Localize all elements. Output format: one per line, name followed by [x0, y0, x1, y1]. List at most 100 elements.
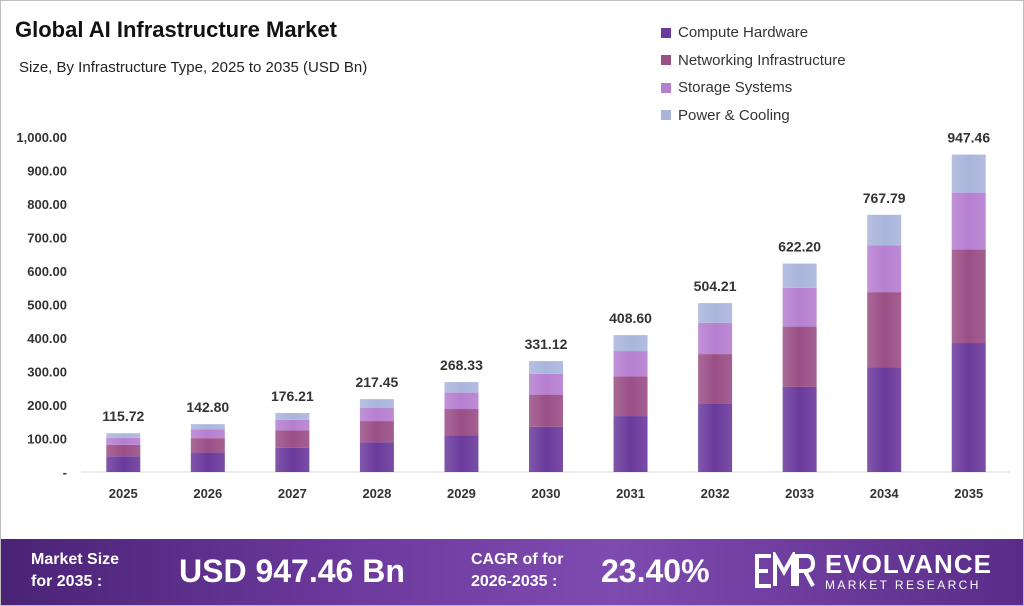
bar-segment-storage-systems-2025: [106, 437, 141, 445]
bar-segment-power-cooling-2025: [106, 433, 141, 438]
bar-segment-networking-infrastructure-2026: [190, 438, 225, 453]
bar-segment-storage-systems-2033: [782, 287, 817, 327]
bar-segment-power-cooling-2030: [529, 361, 563, 374]
bar-total-label: 504.21: [694, 278, 737, 294]
bar-total-label: 217.45: [355, 374, 398, 390]
bar-segment-networking-infrastructure-2029: [444, 409, 479, 436]
bar-segment-power-cooling-2027: [275, 412, 310, 420]
x-tick-label: 2034: [870, 486, 900, 501]
bar-segment-power-cooling-2031: [613, 335, 648, 352]
bar-total-label: 767.79: [863, 190, 906, 206]
bar-total-label: 176.21: [271, 388, 314, 404]
legend-swatch-networking: [661, 55, 671, 66]
y-tick-label: 700.00: [27, 231, 67, 246]
bar-segment-storage-systems-2034: [867, 245, 902, 293]
bar-segment-compute-hardware-2030: [529, 426, 563, 472]
legend-swatch-storage: [661, 82, 671, 93]
legend-swatch-power: [661, 110, 671, 121]
y-tick-label: 300.00: [27, 365, 67, 380]
market-size-label-line2: for 2035 :: [31, 573, 103, 590]
emr-logo-icon: [755, 552, 815, 588]
bar-segment-networking-infrastructure-2035: [951, 249, 986, 344]
bar-segment-power-cooling-2026: [190, 424, 225, 430]
bar-segment-compute-hardware-2032: [698, 403, 733, 472]
chart-subtitle: Size, By Infrastructure Type, 2025 to 20…: [19, 59, 368, 76]
bar-segment-compute-hardware-2034: [867, 367, 902, 472]
y-tick-label: 800.00: [27, 197, 67, 212]
y-tick-label: 400.00: [27, 331, 67, 346]
summary-footer: Market Size for 2035 : USD 947.46 Bn CAG…: [1, 539, 1023, 605]
bar-segment-storage-systems-2028: [359, 407, 394, 422]
bar-total-label: 268.33: [440, 357, 483, 373]
y-tick-label: 600.00: [27, 264, 67, 279]
bar-segment-compute-hardware-2035: [951, 343, 986, 472]
bar-segment-storage-systems-2026: [190, 429, 225, 439]
bar-segment-storage-systems-2029: [444, 392, 479, 410]
y-tick-label: 200.00: [27, 398, 67, 413]
bar-segment-networking-infrastructure-2033: [782, 326, 817, 387]
bar-segment-storage-systems-2027: [275, 419, 310, 431]
x-tick-label: 2030: [532, 486, 561, 501]
x-tick-label: 2026: [193, 486, 222, 501]
bar-total-label: 408.60: [609, 310, 652, 326]
bar-segment-storage-systems-2035: [951, 192, 986, 250]
bar-segment-networking-infrastructure-2028: [359, 421, 394, 443]
legend-item-networking: Networking Infrastructure: [661, 47, 846, 75]
bar-segment-power-cooling-2033: [782, 263, 817, 288]
bar-segment-compute-hardware-2027: [275, 447, 310, 472]
bar-segment-networking-infrastructure-2025: [106, 444, 141, 457]
x-tick-label: 2033: [785, 486, 814, 501]
market-size-label-line1: Market Size: [31, 551, 120, 568]
bar-segment-compute-hardware-2029: [444, 435, 479, 472]
bar-segment-compute-hardware-2026: [190, 452, 225, 472]
legend-label-storage: Storage Systems: [678, 79, 793, 97]
x-tick-label: 2029: [447, 486, 476, 501]
cagr-label-line1: CAGR of for: [471, 551, 564, 568]
x-tick-label: 2027: [278, 486, 307, 501]
bar-total-label: 947.46: [947, 130, 990, 146]
bar-segment-networking-infrastructure-2030: [529, 394, 563, 427]
legend-label-networking: Networking Infrastructure: [678, 51, 846, 69]
bar-total-label: 115.72: [102, 408, 144, 424]
bar-segment-power-cooling-2035: [951, 154, 986, 193]
y-tick-label: 900.00: [27, 164, 67, 179]
legend-item-compute: Compute Hardware: [661, 19, 846, 47]
x-tick-label: 2032: [701, 486, 730, 501]
chart-legend: Compute Hardware Networking Infrastructu…: [661, 19, 846, 129]
cagr-label: CAGR of for 2026-2035 :: [471, 549, 563, 593]
bar-total-label: 142.80: [186, 399, 229, 415]
legend-label-power: Power & Cooling: [678, 106, 790, 124]
bars: 115.72 142.80 176.21 217.45 268.33 331.12 408.…: [102, 130, 990, 472]
bar-segment-power-cooling-2028: [359, 399, 394, 408]
bar-segment-networking-infrastructure-2032: [698, 354, 733, 404]
bar-segment-compute-hardware-2028: [359, 442, 394, 472]
legend-item-power: Power & Cooling: [661, 102, 846, 130]
bar-segment-storage-systems-2032: [698, 322, 733, 355]
brand-logo: EVOLVANCE MARKET RESEARCH: [753, 551, 992, 591]
x-tick-label: 2031: [616, 486, 645, 501]
bar-segment-networking-infrastructure-2031: [613, 376, 648, 417]
x-tick-label: 2035: [954, 486, 983, 501]
cagr-label-line2: 2026-2035 :: [471, 573, 558, 590]
y-tick-label: -: [63, 465, 67, 480]
x-tick-label: 2028: [362, 486, 391, 501]
bar-segment-power-cooling-2029: [444, 382, 479, 393]
bar-segment-compute-hardware-2033: [782, 386, 817, 472]
legend-swatch-compute: [661, 27, 671, 38]
market-size-value: USD 947.46 Bn: [179, 553, 405, 589]
bar-segment-networking-infrastructure-2034: [867, 292, 902, 368]
bar-segment-power-cooling-2032: [698, 303, 733, 323]
x-tick-label: 2025: [109, 486, 138, 501]
bar-segment-storage-systems-2030: [529, 373, 563, 395]
bar-total-label: 622.20: [778, 239, 821, 255]
y-axis: - 100.00 200.00 300.00 400.00 500.00 600.00 700…: [16, 130, 1011, 480]
y-tick-label: 100.00: [27, 432, 67, 447]
market-size-label: Market Size for 2035 :: [31, 549, 119, 593]
cagr-value: 23.40%: [601, 553, 710, 589]
bar-segment-compute-hardware-2025: [106, 456, 141, 472]
logo-main-text: EVOLVANCE: [825, 549, 992, 579]
bar-total-label: 331.12: [525, 336, 568, 352]
chart-title: Global AI Infrastructure Market: [15, 17, 337, 42]
bar-segment-compute-hardware-2031: [613, 416, 648, 472]
